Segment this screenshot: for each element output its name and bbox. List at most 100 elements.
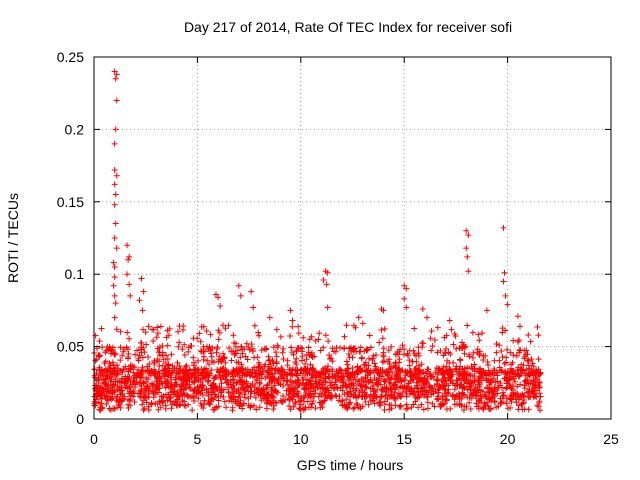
data-point — [236, 402, 243, 409]
data-point — [519, 406, 526, 413]
data-point — [467, 406, 474, 413]
data-point — [413, 379, 420, 386]
data-point — [233, 380, 240, 387]
data-point — [150, 338, 157, 345]
data-point — [247, 383, 254, 390]
data-point — [197, 379, 204, 386]
axis-ticks: 0 0.05 0.1 0.15 0.2 0.25 0 5 10 15 20 25 — [57, 49, 619, 447]
data-point — [294, 366, 301, 373]
data-point — [293, 347, 300, 354]
data-point — [111, 274, 118, 281]
data-point — [334, 370, 341, 377]
data-point — [215, 336, 222, 343]
data-point — [300, 334, 307, 341]
data-point — [525, 406, 532, 413]
data-point — [372, 352, 379, 359]
data-point — [337, 366, 344, 373]
data-point — [246, 346, 253, 353]
data-point — [528, 366, 535, 373]
data-point — [98, 396, 105, 403]
data-point — [307, 361, 314, 368]
data-point — [145, 406, 152, 413]
data-point — [96, 338, 103, 345]
data-point — [141, 405, 148, 412]
data-point — [352, 376, 359, 383]
data-point — [461, 377, 468, 384]
data-point — [328, 355, 335, 362]
data-point — [222, 359, 229, 366]
data-point — [431, 336, 438, 343]
data-point — [154, 345, 161, 352]
data-point — [463, 245, 470, 252]
data-point — [109, 370, 116, 377]
data-point — [190, 335, 197, 342]
data-point — [464, 322, 471, 329]
data-point — [127, 365, 134, 372]
data-point — [243, 340, 250, 347]
data-point — [197, 372, 204, 379]
data-point — [177, 401, 184, 408]
data-point — [235, 386, 242, 393]
data-point — [390, 363, 397, 370]
data-point — [342, 383, 349, 390]
data-point — [112, 75, 119, 82]
x-tick-label: 25 — [603, 431, 619, 447]
data-point — [163, 383, 170, 390]
data-point — [357, 367, 364, 374]
data-point — [182, 385, 189, 392]
data-point — [239, 365, 246, 372]
data-point — [130, 375, 137, 382]
data-point — [227, 393, 234, 400]
data-point — [138, 340, 145, 347]
data-point — [388, 343, 395, 350]
data-point — [129, 389, 136, 396]
data-point — [286, 402, 293, 409]
data-point — [459, 372, 466, 379]
y-tick-label: 0 — [76, 411, 84, 427]
data-point — [444, 389, 451, 396]
data-point — [102, 395, 109, 402]
data-point — [477, 381, 484, 388]
data-point — [382, 369, 389, 376]
data-point — [199, 387, 206, 394]
data-point — [369, 357, 376, 364]
data-point — [230, 332, 237, 339]
data-point — [414, 392, 421, 399]
data-point — [424, 399, 431, 406]
data-point — [389, 369, 396, 376]
data-point — [122, 378, 129, 385]
data-point — [396, 393, 403, 400]
data-point — [461, 350, 468, 357]
data-point — [432, 387, 439, 394]
data-point — [274, 366, 281, 373]
data-point — [300, 406, 307, 413]
data-point — [477, 387, 484, 394]
data-point — [292, 399, 299, 406]
data-point — [221, 369, 228, 376]
data-point — [236, 373, 243, 380]
data-point — [344, 361, 351, 368]
data-point — [359, 403, 366, 410]
data-point — [319, 377, 326, 384]
data-point — [447, 376, 454, 383]
data-point — [95, 352, 102, 359]
data-point — [318, 371, 325, 378]
data-point — [378, 373, 385, 380]
data-point — [278, 365, 285, 372]
data-point — [154, 324, 161, 331]
data-point — [469, 379, 476, 386]
data-point — [445, 386, 452, 393]
data-point — [471, 365, 478, 372]
data-point — [242, 371, 249, 378]
data-point — [323, 394, 330, 401]
data-point — [381, 407, 388, 414]
data-point — [163, 352, 170, 359]
data-point — [499, 353, 506, 360]
data-point — [418, 401, 425, 408]
data-point — [463, 227, 470, 234]
data-point — [345, 370, 352, 377]
data-point — [113, 71, 120, 78]
data-point — [503, 359, 510, 366]
data-point — [421, 380, 428, 387]
data-point — [161, 373, 168, 379]
